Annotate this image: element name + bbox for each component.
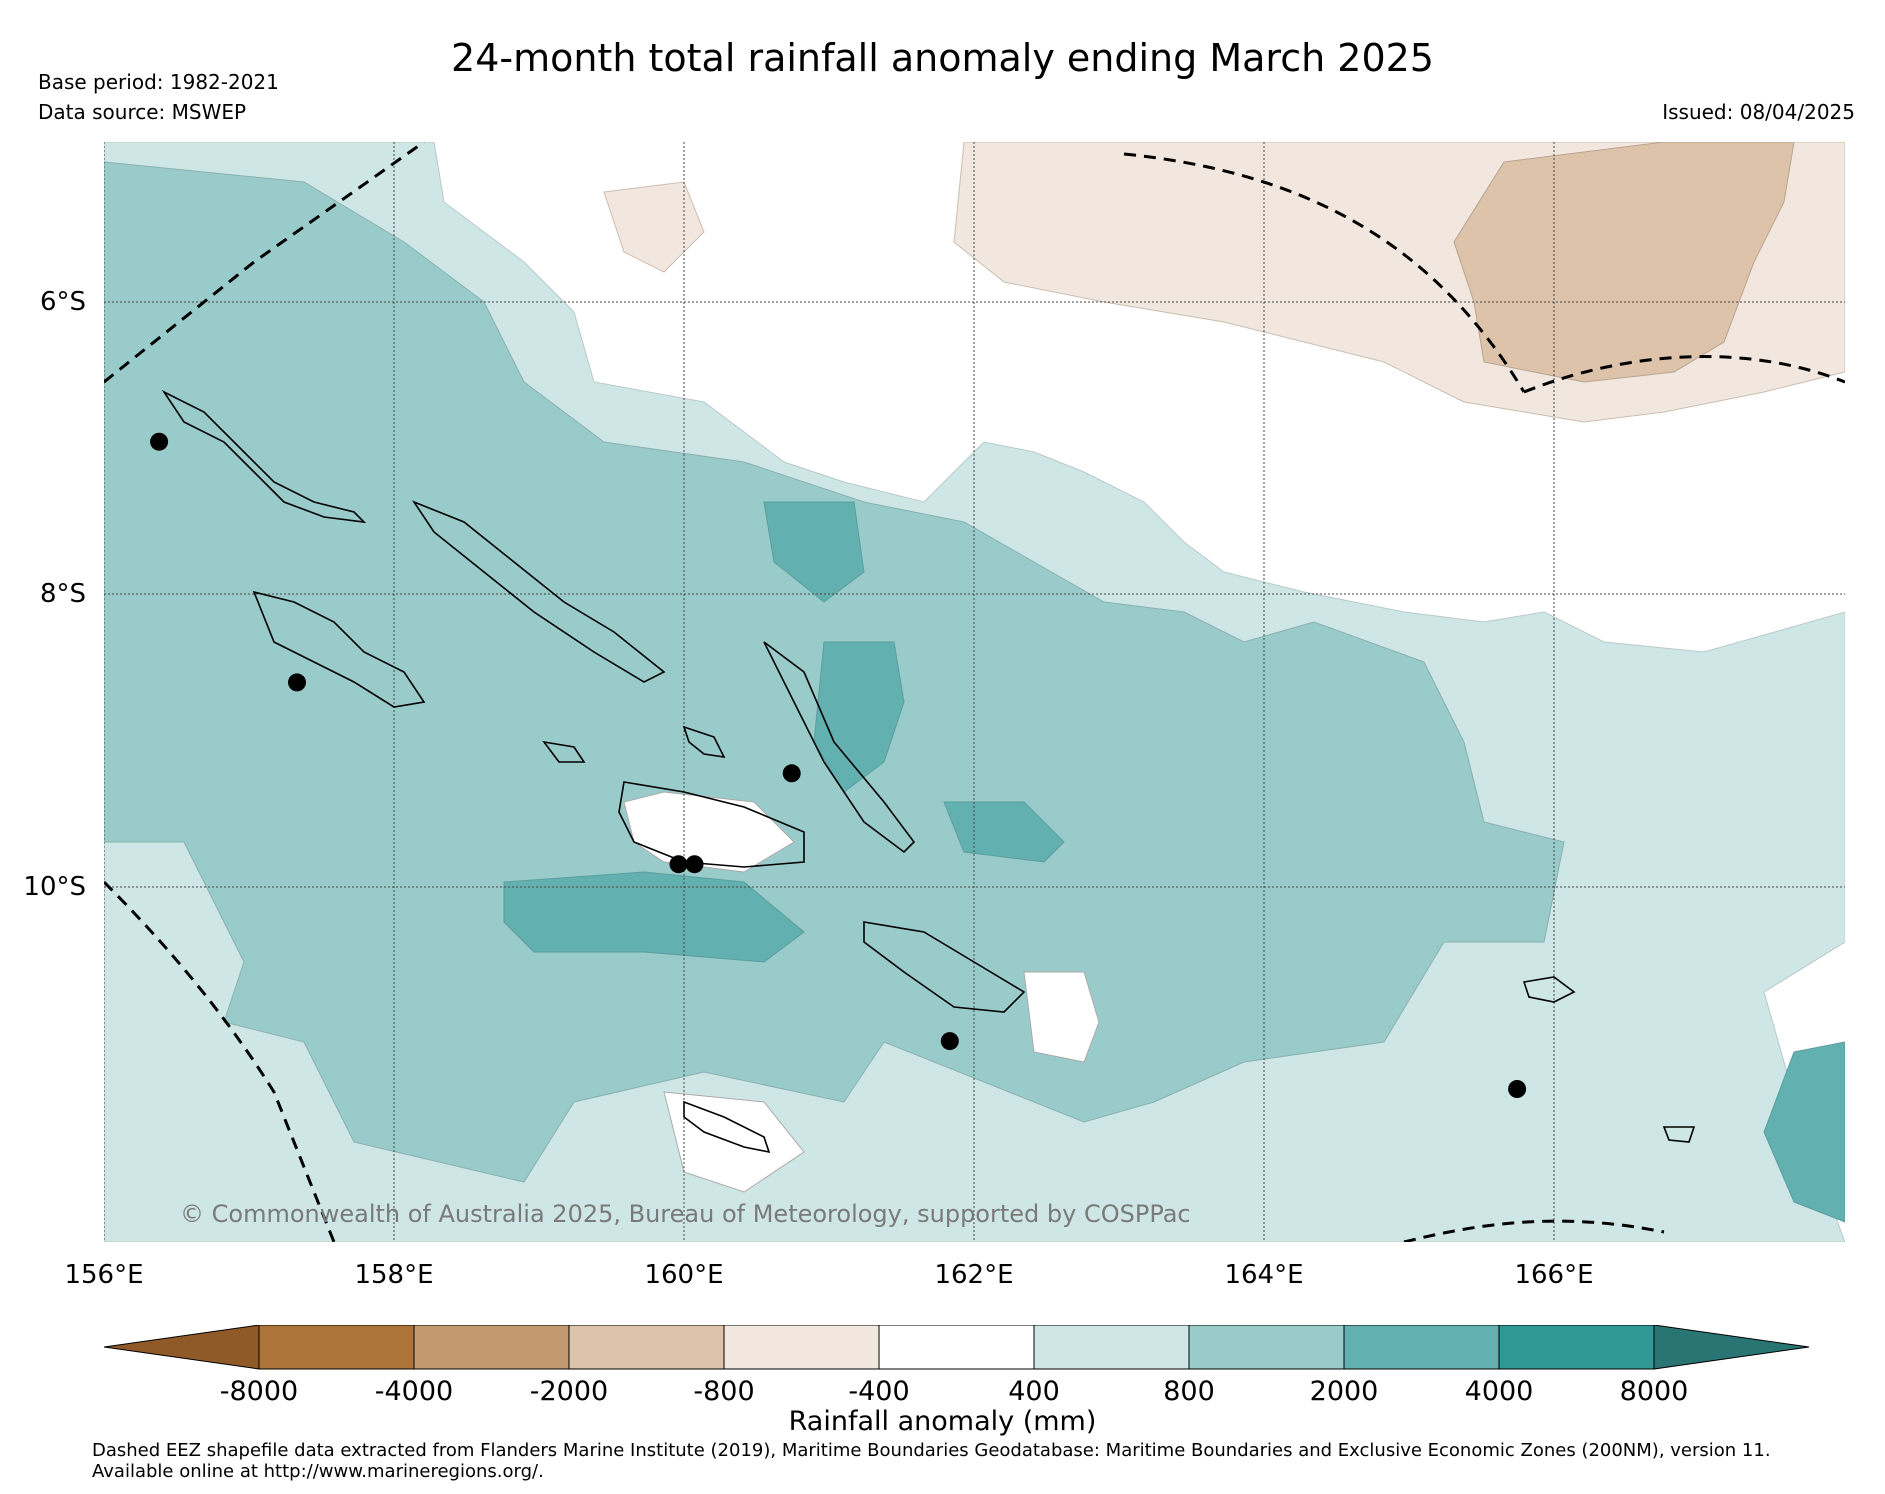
island-guadalcanal-coastline — [618, 781, 805, 868]
island-bougainville-coastline — [161, 389, 367, 524]
station-marker-3 — [782, 764, 801, 783]
cbar-tick-minus-2000: -2000 — [529, 1376, 609, 1407]
colorbar — [104, 1325, 1810, 1370]
island-russell-coastline — [542, 740, 586, 763]
base-period: Base period: 1982-2021 — [38, 70, 279, 94]
colorbar-segment-7 — [1188, 1325, 1345, 1370]
station-marker-2 — [288, 673, 306, 692]
cbar-tick-minus-4000: -4000 — [374, 1376, 454, 1407]
colorbar-segments — [104, 1325, 1810, 1370]
anomaly-near-zero-pocket-a — [623, 791, 795, 873]
lat-label-10s: 10°S — [23, 872, 86, 902]
station-marker-5 — [685, 855, 704, 874]
cbar-tick-400: 400 — [1008, 1376, 1060, 1407]
cbar-tick-8000: 8000 — [1619, 1376, 1689, 1407]
footnote-line-1: Dashed EEZ shapefile data extracted from… — [92, 1440, 1771, 1461]
anomaly-2000-4000-region-a — [503, 871, 805, 963]
data-source: Data source: MSWEP — [38, 100, 247, 124]
colorbar-segment-2 — [413, 1325, 570, 1370]
anomaly-2000-4000-region-e — [1763, 1041, 1845, 1223]
station-markers — [150, 432, 1527, 1098]
island-santa-cruz-coastline — [1522, 976, 1576, 1003]
eez-boundary-south — [1403, 1219, 1665, 1242]
eez-boundary-southwest — [104, 880, 336, 1242]
island-malaita-coastline — [763, 641, 916, 854]
graticule — [104, 142, 1845, 1242]
issued-date: Issued: 08/04/2025 — [1662, 100, 1855, 124]
anomaly-near-zero-pocket-c — [663, 1091, 805, 1193]
colorbar-segment-5 — [878, 1325, 1035, 1370]
cbar-tick-minus-800: -800 — [693, 1376, 755, 1407]
island-rennell-coastline — [683, 1100, 771, 1154]
colorbar-extension-low — [104, 1325, 260, 1370]
lon-label-160e: 160°E — [644, 1260, 724, 1290]
lon-label-156e: 156°E — [64, 1260, 144, 1290]
colorbar-segment-4 — [723, 1325, 880, 1370]
colorbar-segment-1 — [258, 1325, 415, 1370]
cbar-tick-800: 800 — [1163, 1376, 1215, 1407]
eez-boundary-east — [1523, 355, 1845, 394]
rainfall-anomaly-map: © Commonwealth of Australia 2025, Bureau… — [104, 142, 1845, 1242]
map-canvas: © Commonwealth of Australia 2025, Bureau… — [104, 142, 1845, 1242]
colorbar-title: Rainfall anomaly (mm) — [788, 1406, 1097, 1437]
station-marker-1 — [150, 432, 169, 451]
lat-label-8s: 8°S — [39, 579, 86, 609]
anomaly-2000-4000-region-d — [763, 501, 865, 603]
cbar-tick-minus-8000: -8000 — [219, 1376, 299, 1407]
coastlines — [161, 389, 1696, 1154]
footnote: Dashed EEZ shapefile data extracted from… — [92, 1440, 1771, 1482]
island-utupua-coastline — [1662, 1126, 1696, 1143]
footnote-line-2: Available online at http://www.marinereg… — [92, 1461, 544, 1482]
lon-label-166e: 166°E — [1514, 1260, 1594, 1290]
island-makira-coastline — [863, 921, 1026, 1013]
cbar-tick-2000: 2000 — [1309, 1376, 1379, 1407]
cbar-tick-minus-400: -400 — [848, 1376, 910, 1407]
island-santa-isabel-coastline — [411, 500, 666, 683]
station-marker-6 — [940, 1032, 959, 1051]
cbar-tick-4000: 4000 — [1464, 1376, 1534, 1407]
colorbar-segment-6 — [1033, 1325, 1190, 1370]
colorbar-extension-high — [1653, 1325, 1810, 1370]
chart-title: 24-month total rainfall anomaly ending M… — [451, 36, 1434, 80]
island-florida-coastline — [682, 725, 726, 759]
lat-label-6s: 6°S — [39, 287, 86, 317]
island-new-georgia-coastline — [252, 590, 426, 708]
eez-boundaries — [104, 142, 1845, 1242]
colorbar-segment-3 — [568, 1325, 725, 1370]
station-marker-7 — [1508, 1080, 1527, 1098]
anomaly-near-zero-pocket-b — [1023, 971, 1100, 1063]
lon-label-164e: 164°E — [1224, 1260, 1304, 1290]
station-marker-4 — [669, 855, 688, 874]
anomaly-minus-2000-800-region — [1453, 142, 1795, 383]
eez-boundary-northeast — [1123, 152, 1526, 393]
colorbar-segment-9 — [1498, 1325, 1655, 1370]
lon-label-162e: 162°E — [934, 1260, 1014, 1290]
lon-label-158e: 158°E — [354, 1260, 434, 1290]
eez-boundary-northwest — [104, 142, 425, 384]
map-credit: © Commonwealth of Australia 2025, Bureau… — [180, 1200, 1191, 1228]
colorbar-segment-8 — [1343, 1325, 1500, 1370]
